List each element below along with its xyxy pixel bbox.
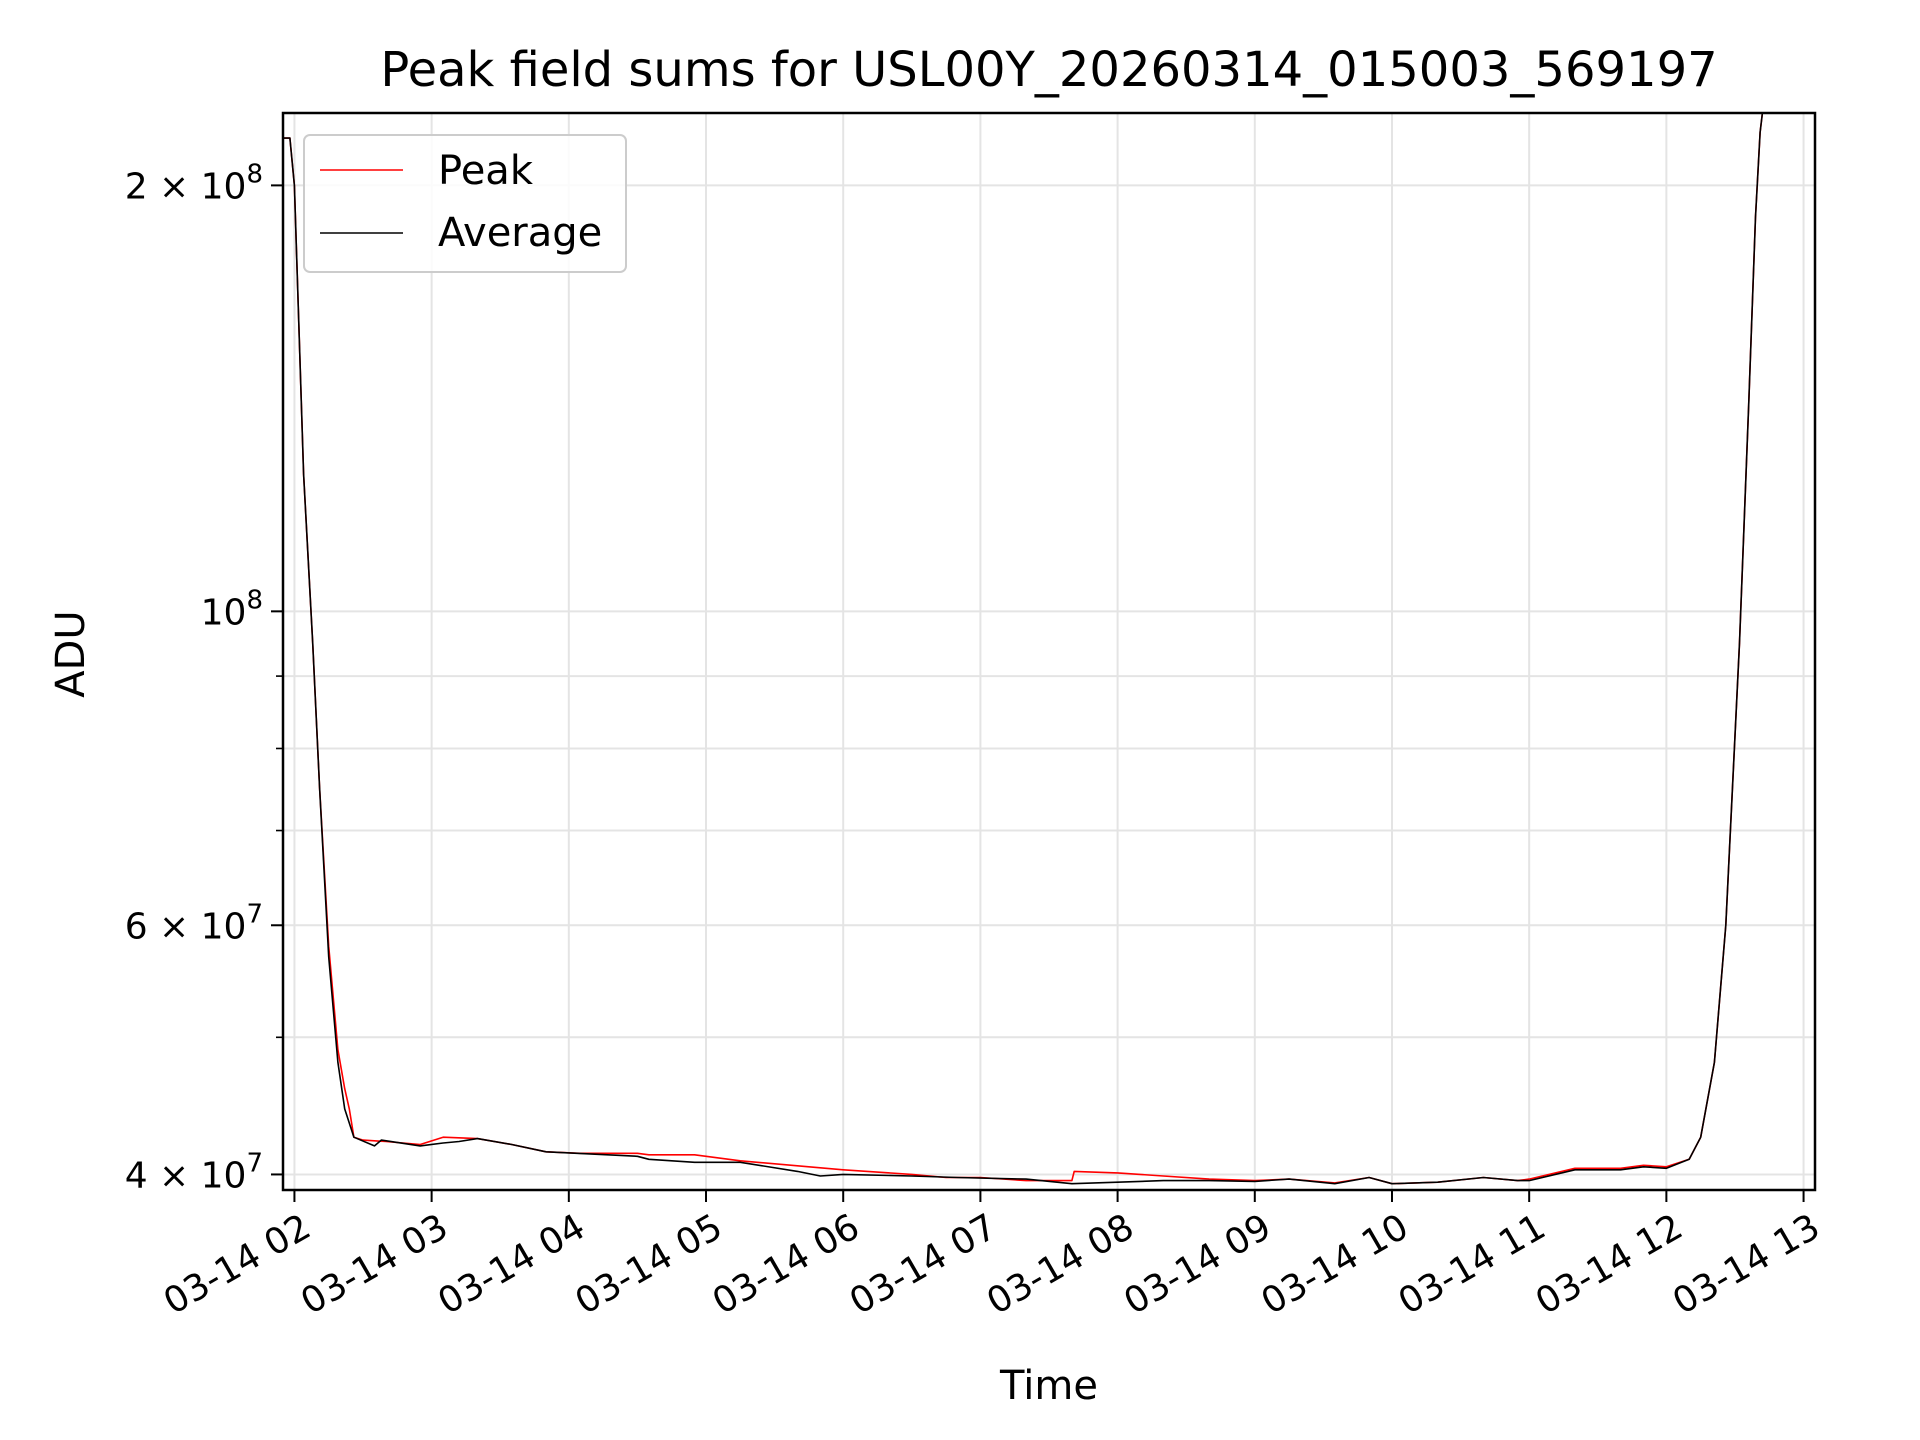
series-layer: [283, 113, 1764, 1185]
plot-area-frame: [281, 111, 1817, 1192]
x-tick-label: 03-14 06: [706, 1206, 867, 1322]
x-tick-label: 03-14 07: [843, 1206, 1004, 1322]
x-tick-label: 03-14 08: [980, 1206, 1141, 1322]
legend: Peak Average: [303, 134, 627, 273]
x-tick-label: 03-14 05: [569, 1206, 730, 1322]
x-tick-label: 03-14 13: [1666, 1206, 1827, 1322]
y-tick-label: 4 × 107: [125, 1148, 263, 1196]
series-line-average: [283, 113, 1764, 1185]
chart-title: Peak field sums for USL00Y_20260314_0150…: [380, 42, 1717, 98]
x-tick-label: 03-14 12: [1529, 1206, 1690, 1322]
y-axis-ticks: 4 × 107 6 × 107 108 2 × 108: [125, 159, 283, 1196]
series-line-peak: [283, 113, 1764, 1185]
y-axis-label: ADU: [48, 610, 94, 697]
legend-label-average: Average: [438, 210, 602, 256]
x-tick-label: 03-14 09: [1117, 1206, 1278, 1322]
x-tick-label: 03-14 03: [294, 1206, 455, 1322]
x-tick-label: 03-14 04: [431, 1206, 592, 1322]
y-tick-label: 108: [201, 585, 263, 633]
x-tick-label: 03-14 02: [157, 1206, 318, 1322]
y-tick-label: 6 × 107: [125, 899, 263, 947]
legend-label-peak: Peak: [438, 148, 534, 194]
x-tick-label: 03-14 10: [1255, 1206, 1416, 1322]
x-axis-label: Time: [999, 1363, 1098, 1409]
grid: [283, 113, 1815, 1190]
x-tick-label: 03-14 11: [1392, 1206, 1553, 1322]
y-tick-label: 2 × 108: [125, 159, 263, 207]
